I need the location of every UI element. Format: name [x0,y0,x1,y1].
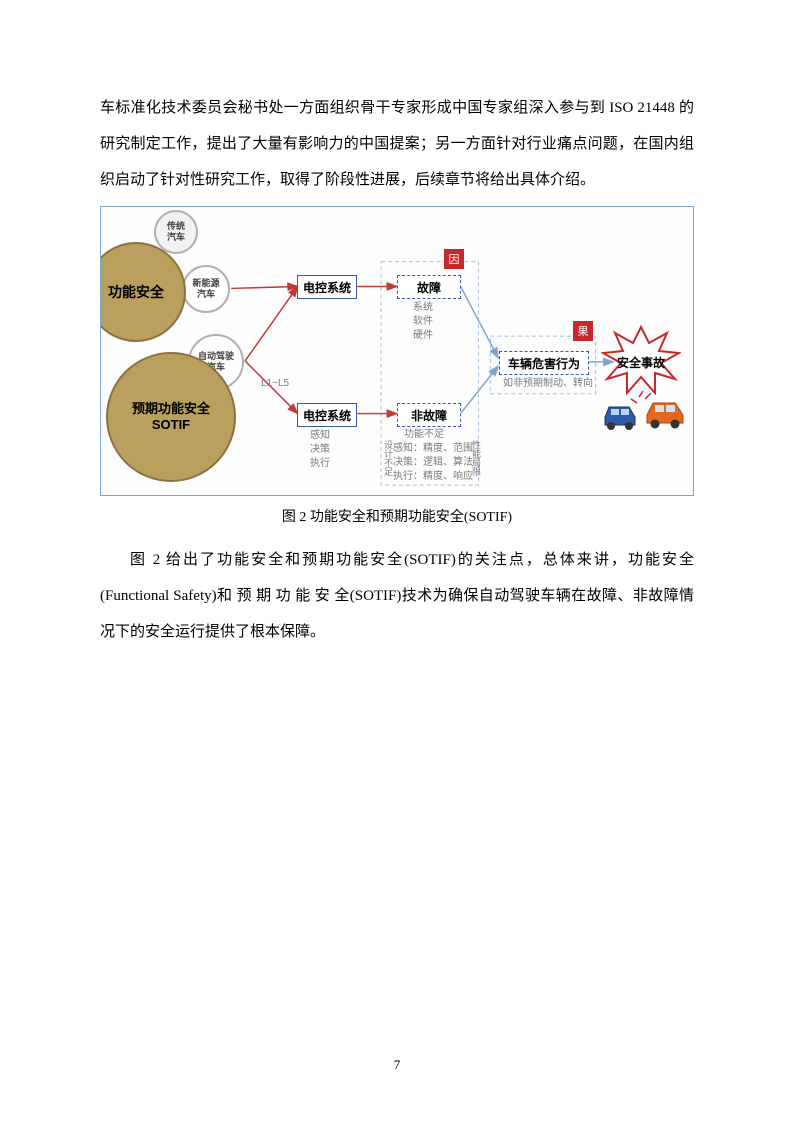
paragraph-1: 车标准化技术委员会秘书处一方面组织骨干专家形成中国专家组深入参与到 ISO 21… [100,90,694,198]
badge-effect: 果 [573,321,593,341]
circle-cs: 传统 汽车 [154,210,198,254]
sublabel-l1l5: L1~L5 [261,377,289,391]
sublabel-ecs2sub: 感知 决策 执行 [310,429,330,471]
crash-cars-icon [599,389,687,440]
figure-2-diagram: 安全事故 [100,206,694,496]
circle-nev: 新能源 汽车 [182,265,230,313]
paragraph-2: 图 2 给出了功能安全和预期功能安全(SOTIF)的关注点，总体来讲，功能安全(… [100,542,694,650]
box-ecs2: 电控系统 [297,403,357,427]
box-nonfault: 非故障 [397,403,461,427]
box-fault: 故障 [397,275,461,299]
figure-2-caption: 图 2 功能安全和预期功能安全(SOTIF) [100,506,694,526]
box-ecs1: 电控系统 [297,275,357,299]
circle-sotif: 预期功能安全 SOTIF [106,352,236,482]
sublabel-faultsub: 系统 软件 硬件 [413,301,433,343]
svg-text:安全事故: 安全事故 [617,355,666,370]
page-number: 7 [0,1057,794,1073]
badge-cause: 因 [444,249,464,269]
vlabel-perf: 性能局限 [471,440,480,476]
sublabel-nonfaultsub: 感知：精度、范围 决策：逻辑、算法 执行：精度、响应 [393,442,473,484]
vlabel-design: 设计不足 [383,440,392,476]
sublabel-nonfaulttitle: 功能不足 [404,428,444,442]
sublabel-dangersub: 如非预期制动、转向 [503,377,593,391]
box-danger: 车辆危害行为 [499,351,589,375]
